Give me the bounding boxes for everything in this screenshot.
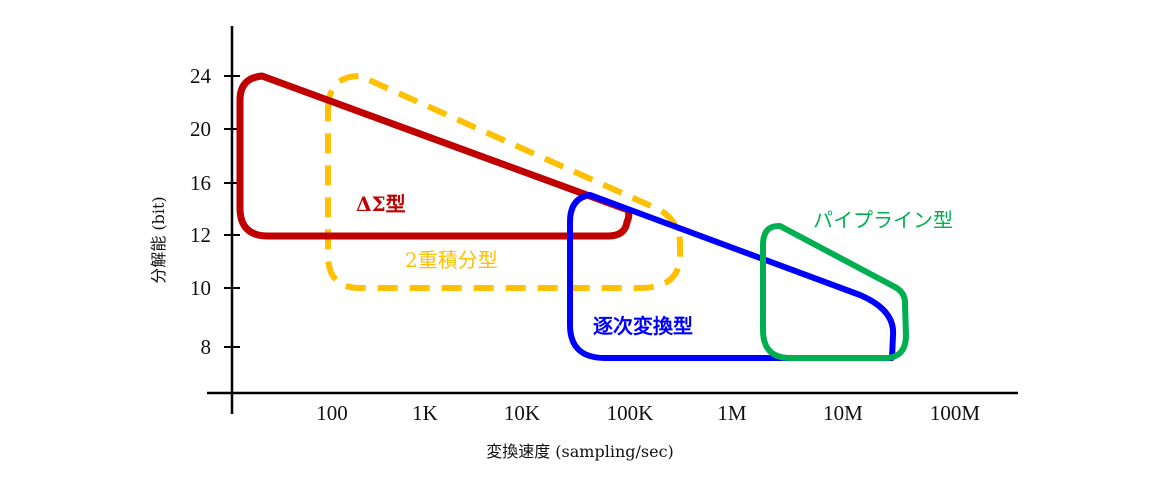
- x-tick-label: 1M: [717, 401, 747, 425]
- dual-slope-region: [325, 73, 683, 291]
- x-tick-label: 100K: [607, 401, 654, 425]
- y-tick-label: 16: [190, 171, 211, 195]
- x-tick-labels: 100 1K 10K 100K 1M 10M 100M: [316, 401, 980, 425]
- y-tick-labels: 24 20 16 12 10 8: [190, 64, 212, 359]
- delta-sigma-label: ΔΣ型: [356, 192, 406, 216]
- axes: [207, 26, 1018, 414]
- x-tick-label: 10M: [823, 401, 863, 425]
- y-tick-label: 24: [190, 64, 212, 88]
- sar-region: [567, 192, 897, 361]
- y-tick-label: 8: [201, 335, 212, 359]
- x-tick-label: 100M: [930, 401, 981, 425]
- x-tick-label: 1K: [412, 401, 438, 425]
- y-tick-label: 12: [190, 223, 211, 247]
- dual-slope-label: 2重積分型: [405, 248, 498, 272]
- x-tick-label: 100: [316, 401, 348, 425]
- x-axis-title: 変換速度 (sampling/sec): [486, 442, 674, 461]
- delta-sigma-region: [236, 72, 633, 240]
- y-tick-label: 10: [190, 276, 211, 300]
- y-axis-title: 分解能 (bit): [149, 196, 168, 283]
- x-tick-label: 10K: [504, 401, 540, 425]
- pipeline-region: [760, 222, 909, 361]
- sar-label: 逐次変換型: [593, 314, 693, 338]
- pipeline-label: パイプライン型: [813, 208, 953, 232]
- y-tick-label: 20: [190, 117, 211, 141]
